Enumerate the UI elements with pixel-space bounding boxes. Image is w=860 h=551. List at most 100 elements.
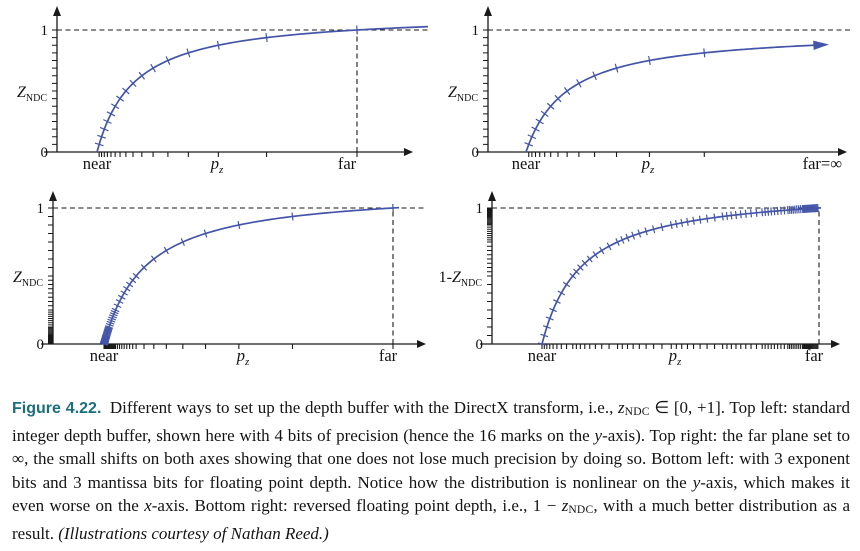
curve-mark (631, 231, 636, 240)
near-label: near (83, 154, 112, 173)
curve-mark (698, 215, 702, 224)
y-axis-arrow-icon (484, 6, 492, 16)
curve-mark (163, 246, 169, 255)
curve-mark (730, 211, 733, 220)
plot-labels: 1 0 ZNDC near pz far (13, 201, 398, 368)
curve-mark (599, 246, 605, 255)
curve-mark (108, 316, 117, 321)
near-label: near (90, 346, 119, 365)
curve-mark (102, 332, 111, 337)
curve-mark (105, 325, 114, 329)
curve-mark (531, 126, 540, 132)
y-min-label: 0 (472, 145, 480, 161)
y-max-label: 1 (472, 23, 480, 39)
caption-segment: z (561, 496, 569, 516)
curve-mark (106, 320, 115, 325)
far-label: far (338, 154, 357, 173)
curve-mark (805, 204, 808, 213)
curve-mark (773, 207, 776, 216)
y-axis-label: ZNDC (17, 84, 47, 104)
curve-mark (569, 272, 577, 280)
curve-mark (542, 325, 551, 329)
y-axis-ticks (487, 207, 492, 336)
curve-mark (180, 238, 185, 246)
y-axis-ticks (48, 207, 53, 345)
curve-mark (564, 87, 571, 95)
curve-mark (103, 330, 112, 335)
plot-labels: 1 0 1-ZNDC near pz far (439, 201, 824, 368)
axes (44, 12, 404, 153)
curve-mark (713, 213, 716, 222)
curve-mark (110, 103, 120, 110)
curve-mark (576, 79, 582, 88)
axes (41, 197, 417, 345)
curve-mark (703, 48, 706, 58)
y-axis-arrow-icon (49, 191, 57, 201)
curve-mark (129, 277, 137, 284)
curve-mark (356, 25, 358, 35)
plot-labels: 1 0 ZNDC near pz far=∞ (448, 23, 842, 176)
curve-mark (557, 290, 566, 296)
caption-segment: y (692, 472, 701, 492)
curve-mark (291, 212, 294, 221)
curve-mark (794, 205, 796, 214)
plot-cell-top-left: 1 0 ZNDC near pz far (0, 0, 430, 185)
curve-mark (615, 238, 620, 246)
plot-top-right: 1 0 ZNDC near pz far=∞ (448, 6, 850, 176)
curve-mark (807, 204, 810, 213)
curve-mark (150, 63, 156, 73)
caption-segment: y (594, 425, 603, 445)
curve-mark (203, 229, 208, 238)
plot-bottom-right: 1 0 1-ZNDC near pz far (439, 191, 840, 368)
curve-mark (648, 55, 651, 66)
y-min-label: 0 (476, 337, 484, 353)
y-axis-ticks (483, 29, 488, 145)
x-axis-ticks (541, 344, 819, 349)
curve-mark (788, 205, 791, 215)
curve-mark (150, 255, 157, 263)
y-max-label: 1 (37, 201, 45, 217)
curve-mark (620, 235, 625, 244)
plot-top-left: 1 0 ZNDC near pz far (17, 6, 429, 176)
x-axis-arrow-icon (838, 148, 847, 156)
curve-mark (767, 207, 770, 216)
curve-mark (581, 259, 588, 267)
curve-mark (265, 33, 268, 43)
curve-mark (652, 225, 656, 234)
curve-mark (105, 322, 114, 327)
curve-mark (764, 207, 767, 217)
plots-grid: 1 0 ZNDC near pz far 1 0 ZNDC near pz far=∞ 1 0 ZNDC… (0, 0, 860, 375)
curve-mark (237, 220, 241, 230)
curve-mark (107, 318, 116, 323)
curve-mark (686, 217, 689, 226)
caption-segment: (Illustrations courtesy of Nathan Reed.) (58, 523, 329, 543)
caption-segment: NDC (568, 503, 594, 517)
curve-mark (540, 110, 549, 118)
curve-mark (755, 208, 758, 217)
curve-mark (104, 327, 113, 331)
curve-mark (537, 342, 547, 346)
plot-cell-bottom-left: 1 0 ZNDC near pz far (0, 185, 430, 375)
x-axis-arrow-icon (417, 340, 426, 348)
curve-mark (797, 205, 800, 214)
curve-marks (537, 204, 819, 346)
curve-mark (739, 210, 742, 219)
dashed-guides (57, 29, 428, 152)
far-label: far (805, 346, 824, 365)
curve-mark (810, 204, 813, 213)
curve-mark (106, 111, 116, 117)
axes (480, 197, 831, 345)
curve-mark (761, 208, 764, 217)
curve-mark (97, 134, 107, 139)
x-axis-label: pz (236, 346, 250, 368)
caption-segment: Different ways to set up the depth buffe… (101, 398, 619, 417)
caption-segment: z (618, 398, 625, 417)
plot-cell-bottom-right: 1 0 1-ZNDC near pz far (430, 185, 860, 375)
curve-mark (99, 126, 109, 132)
curve-mark (120, 290, 128, 296)
curve-mark (104, 326, 113, 330)
x-axis-arrow-icon (831, 340, 840, 348)
figure-caption: Figure 4.22. Different ways to set up th… (0, 375, 860, 545)
curve-mark (103, 119, 112, 124)
curve-mark (126, 281, 134, 288)
